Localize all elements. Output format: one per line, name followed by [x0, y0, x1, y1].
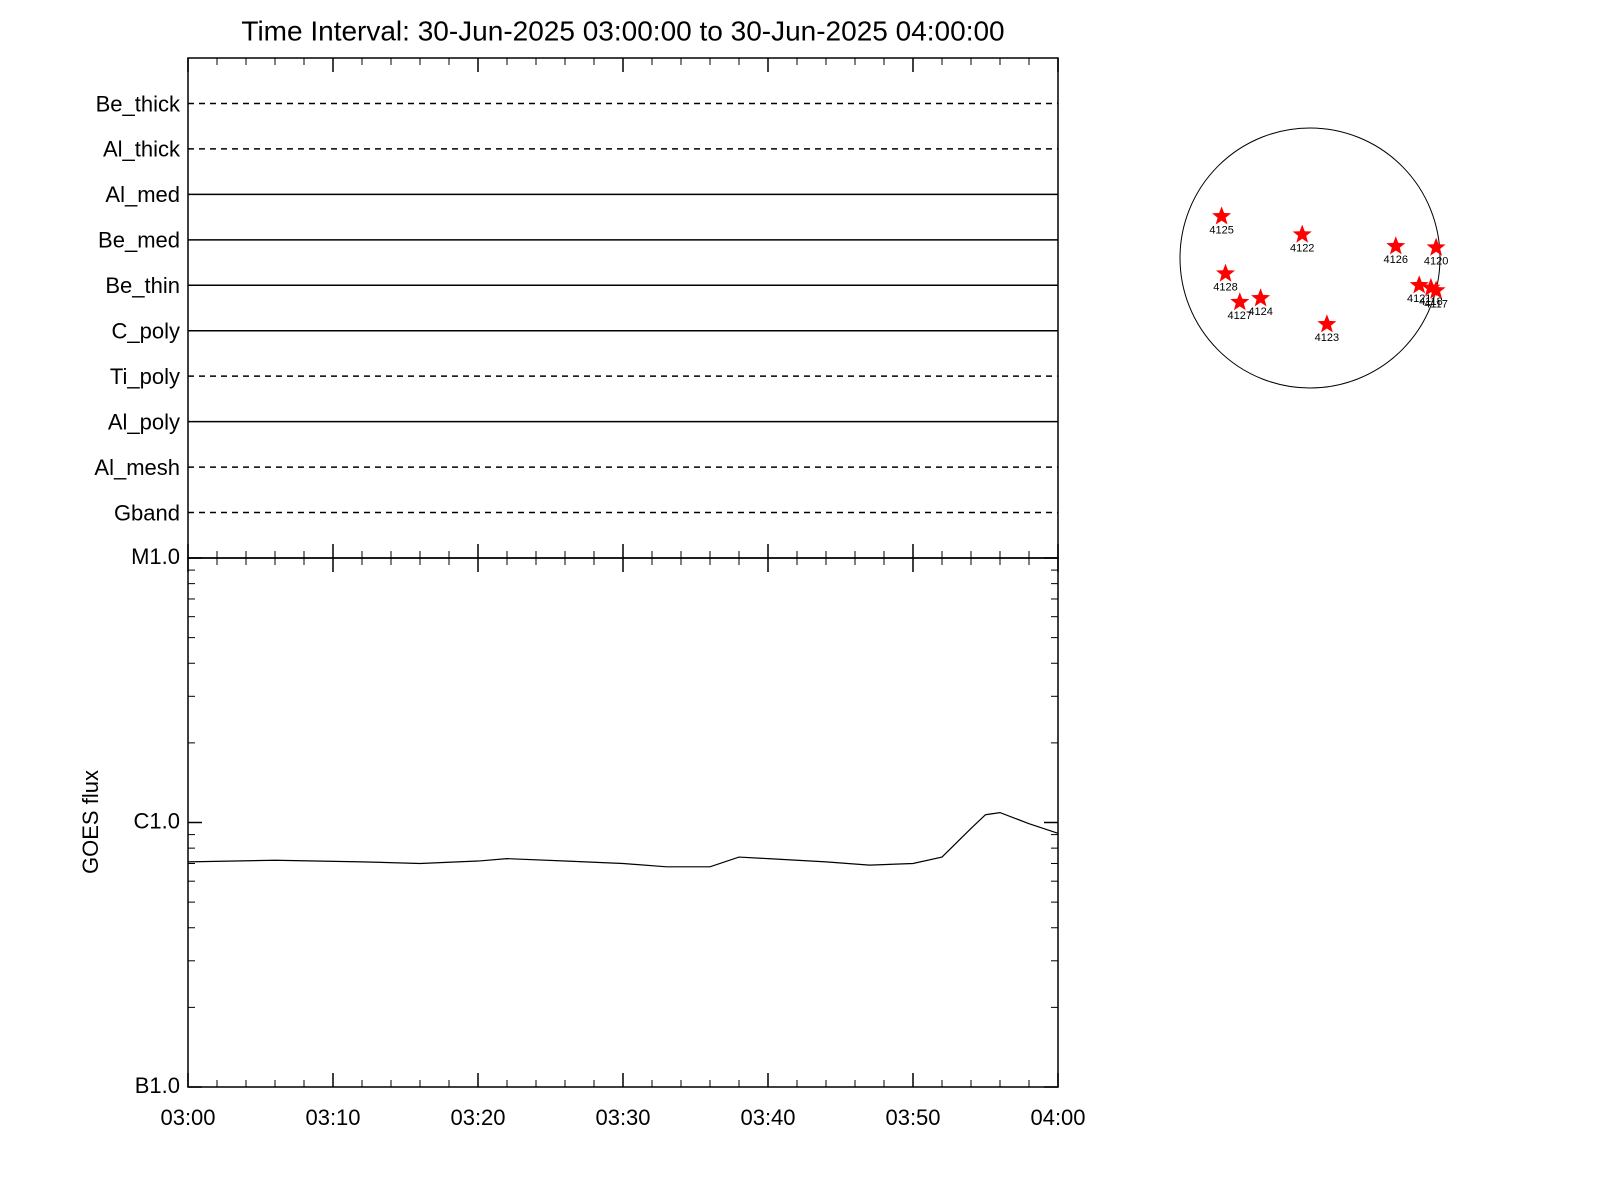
- active-region-marker: [1317, 314, 1337, 333]
- filter-label: Be_thick: [96, 91, 181, 116]
- filter-label: Gband: [114, 500, 180, 525]
- filter-label: Be_thin: [105, 273, 180, 298]
- x-tick-label: 03:00: [160, 1105, 215, 1130]
- y-tick-label: C1.0: [134, 808, 180, 833]
- filter-label: Al_thick: [103, 137, 181, 162]
- active-region-marker: [1251, 288, 1271, 307]
- active-region-marker: [1230, 292, 1250, 311]
- filter-label: Al_mesh: [94, 455, 180, 480]
- x-tick-label: 03:30: [595, 1105, 650, 1130]
- active-region-marker: [1409, 275, 1429, 294]
- solar-disk: [1179, 127, 1441, 389]
- goes-line: [187, 811, 1059, 868]
- active-region-label: 4121: [1407, 293, 1431, 305]
- active-region-marker: [1426, 280, 1446, 299]
- active-region-label: 4124: [1248, 306, 1272, 318]
- y-axis-label: GOES flux: [78, 770, 103, 874]
- active-region-label: 4118: [1419, 296, 1443, 308]
- active-region-label: 4120: [1424, 256, 1448, 268]
- active-region-label: 4125: [1209, 224, 1233, 236]
- active-region-label: 4128: [1213, 282, 1237, 294]
- filter-label: Ti_poly: [110, 364, 180, 389]
- active-region-label: 4126: [1384, 254, 1408, 266]
- active-region-marker: [1421, 277, 1441, 296]
- x-tick-label: 03:20: [450, 1105, 505, 1130]
- active-region-marker: [1292, 224, 1312, 243]
- filter-panel-frame: [187, 57, 1059, 559]
- active-region-label: 4117: [1424, 298, 1448, 310]
- filter-label: Al_poly: [108, 409, 180, 434]
- active-region-label: 4127: [1228, 310, 1252, 322]
- filter-label: Al_med: [105, 182, 180, 207]
- active-region-marker: [1216, 263, 1235, 282]
- x-tick-label: 03:40: [740, 1105, 795, 1130]
- goes-panel-frame: [187, 557, 1059, 1088]
- filter-label: Be_med: [98, 228, 180, 253]
- filter-label: C_poly: [112, 319, 180, 344]
- active-region-label: 4122: [1290, 243, 1314, 255]
- active-region-marker: [1386, 236, 1406, 255]
- active-region-marker: [1426, 237, 1446, 256]
- x-tick-label: 03:50: [885, 1105, 940, 1130]
- active-region-marker: [1212, 206, 1232, 225]
- chart-title: Time Interval: 30-Jun-2025 03:00:00 to 3…: [241, 15, 1004, 46]
- active-region-label: 4123: [1315, 332, 1339, 344]
- x-tick-label: 04:00: [1030, 1105, 1085, 1130]
- x-tick-label: 03:10: [305, 1105, 360, 1130]
- y-tick-label: B1.0: [135, 1073, 180, 1098]
- y-tick-label: M1.0: [131, 544, 180, 569]
